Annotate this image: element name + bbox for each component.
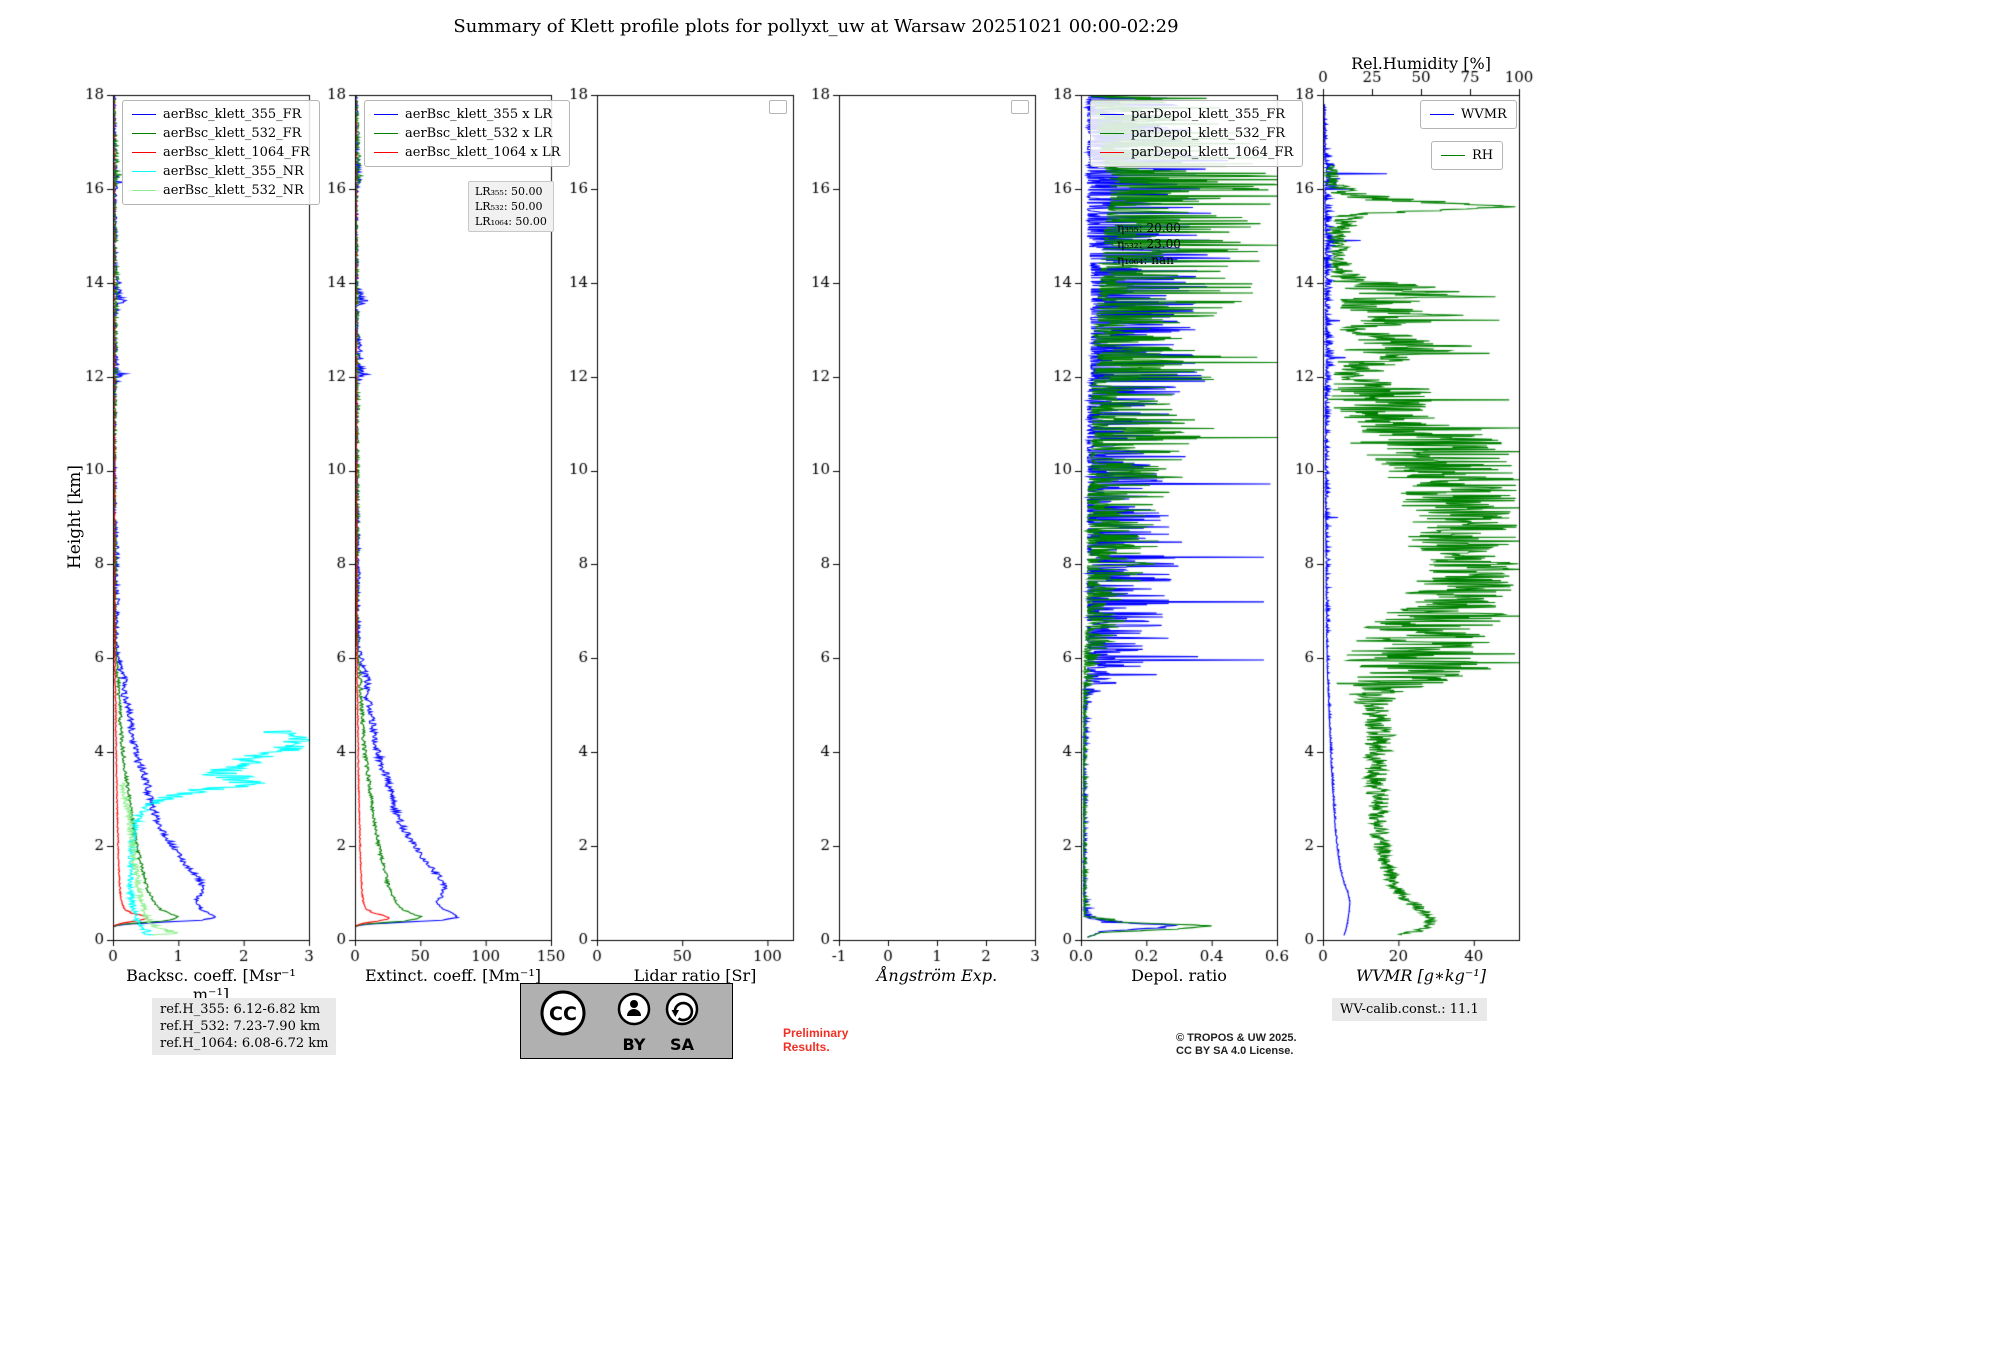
legend-item-label: parDepol_klett_532_FR	[1131, 126, 1286, 141]
legend-line-sample	[132, 190, 156, 191]
ref-h-355: ref.H_355: 6.12-6.82 km	[160, 1002, 321, 1017]
preliminary-line-1: Preliminary	[783, 1026, 849, 1040]
empty-legend-lidar-ratio	[769, 100, 787, 114]
copyright-note: © TROPOS & UW 2025. CC BY SA 4.0 License…	[1176, 1032, 1297, 1058]
ref-h-532: ref.H_532: 7.23-7.90 km	[160, 1019, 321, 1034]
legend-line-sample	[132, 133, 156, 134]
cc-by-sa-badge-graphic: CC BY SA	[540, 990, 699, 1054]
legend-extinction: aerBsc_klett_355 x LR aerBsc_klett_532 x …	[364, 100, 571, 167]
x-axis-label-wvmr: WVMR [g∗kg⁻¹]	[1356, 966, 1486, 985]
text-box-line: η₅₃₂: 23.00	[1117, 237, 1181, 251]
x-axis-label-lidar-ratio: Lidar ratio [Sr]	[633, 966, 757, 985]
x-axis-label-extinction: Extinct. coeff. [Mm⁻¹]	[364, 966, 542, 985]
copyright-line-1: © TROPOS & UW 2025.	[1176, 1032, 1297, 1044]
top-axis-label-wvmr: Rel.Humidity [%]	[1351, 54, 1491, 73]
legend-item-label: aerBsc_klett_532_NR	[163, 183, 304, 198]
cc-text: CC	[549, 1003, 577, 1025]
legend-item: aerBsc_klett_355_FR	[132, 105, 310, 124]
legend-item: parDepol_klett_1064_FR	[1100, 143, 1293, 162]
legend-item-label: aerBsc_klett_1064_FR	[163, 145, 310, 160]
legend-item: WVMR	[1430, 105, 1507, 124]
person-head-icon	[630, 1000, 638, 1008]
by-label: BY	[623, 1035, 646, 1054]
preliminary-results-note: Preliminary Results.	[783, 1026, 848, 1054]
person-body-icon	[627, 1009, 641, 1016]
legend-item-label: aerBsc_klett_1064 x LR	[405, 145, 561, 160]
text-box-line: η₃₅₅: 20.00	[1117, 221, 1181, 235]
sa-arrow-icon	[673, 1001, 694, 1022]
legend-line-sample	[1100, 133, 1124, 134]
legend-item: parDepol_klett_532_FR	[1100, 124, 1293, 143]
legend-depol-ratio: parDepol_klett_355_FR parDepol_klett_532_…	[1090, 100, 1304, 167]
legend-wvmr: WVMR	[1420, 100, 1517, 129]
text-box-line: η₁₀₆₄: nan	[1117, 253, 1174, 267]
legend-line-sample	[1100, 114, 1124, 115]
legend-item-label: aerBsc_klett_532_FR	[163, 126, 302, 141]
sa-label: SA	[670, 1035, 695, 1054]
wv-calibration-note: WV-calib.const.: 11.1	[1332, 998, 1487, 1021]
legend-item-label: WVMR	[1461, 107, 1507, 122]
legend-line-sample	[132, 171, 156, 172]
ref-h-1064: ref.H_1064: 6.08-6.72 km	[160, 1036, 329, 1051]
legend-item-label: aerBsc_klett_355_FR	[163, 107, 302, 122]
legend-line-sample	[132, 152, 156, 153]
legend-line-sample	[374, 114, 398, 115]
copyright-line-2: CC BY SA 4.0 License.	[1176, 1045, 1294, 1057]
legend-line-sample	[1100, 152, 1124, 153]
x-axis-label-depol-ratio: Depol. ratio	[1131, 966, 1227, 985]
legend-item: aerBsc_klett_532_FR	[132, 124, 310, 143]
legend-item: aerBsc_klett_355_NR	[132, 162, 310, 181]
legend-item-label: aerBsc_klett_355_NR	[163, 164, 304, 179]
legend-item: aerBsc_klett_532 x LR	[374, 124, 560, 143]
legend-line-sample	[1430, 114, 1454, 115]
legend-item: aerBsc_klett_1064_FR	[132, 143, 310, 162]
empty-legend-angstrom	[1011, 100, 1029, 114]
cc-circle-icon	[540, 990, 586, 1036]
legend-item: RH	[1441, 146, 1493, 165]
legend-line-sample	[132, 114, 156, 115]
cc-by-sa-badge: CC BY SA	[520, 983, 733, 1059]
legend-item-label: parDepol_klett_1064_FR	[1131, 145, 1294, 160]
reference-height-note: ref.H_355: 6.12-6.82 km ref.H_532: 7.23-…	[152, 998, 337, 1055]
preliminary-line-2: Results.	[783, 1040, 830, 1054]
legend-wvmr-2: RH	[1431, 141, 1504, 170]
legend-item: aerBsc_klett_1064 x LR	[374, 143, 560, 162]
text-box-line: LR₃₅₅: 50.00	[475, 185, 543, 198]
text-box-extinction: LR₃₅₅: 50.00 LR₅₃₂: 50.00 LR₁₀₆₄: 50.00	[468, 181, 554, 232]
text-box-line: LR₁₀₆₄: 50.00	[475, 215, 547, 228]
sa-arrowhead-icon	[671, 1010, 679, 1017]
text-box-depol-ratio: η₃₅₅: 20.00 η₅₃₂: 23.00 η₁₀₆₄: nan	[1117, 220, 1181, 268]
legend-item: aerBsc_klett_355 x LR	[374, 105, 560, 124]
legend-line-sample	[374, 152, 398, 153]
legend-item-label: aerBsc_klett_355 x LR	[405, 107, 553, 122]
legend-item-label: RH	[1472, 148, 1494, 163]
legend-item-label: parDepol_klett_355_FR	[1131, 107, 1286, 122]
legend-item: aerBsc_klett_532_NR	[132, 181, 310, 200]
text-box-line: LR₅₃₂: 50.00	[475, 200, 543, 213]
x-axis-label-angstrom: Ångström Exp.	[876, 966, 998, 985]
legend-line-sample	[1441, 155, 1465, 156]
legend-item-label: aerBsc_klett_532 x LR	[405, 126, 553, 141]
legend-item: parDepol_klett_355_FR	[1100, 105, 1293, 124]
legend-line-sample	[374, 133, 398, 134]
